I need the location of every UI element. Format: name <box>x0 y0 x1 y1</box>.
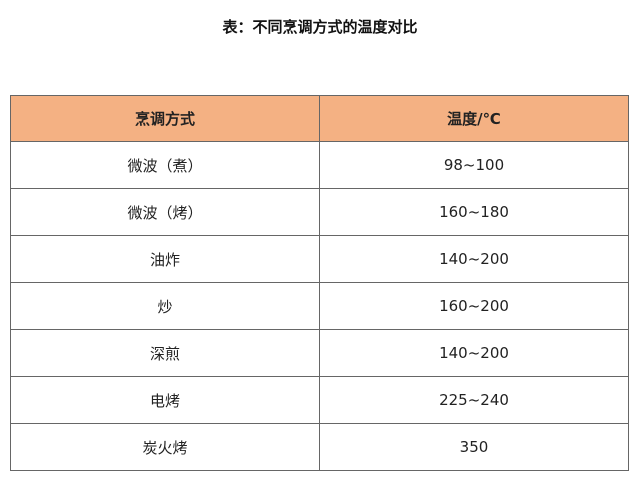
temperature-cell: 225~240 <box>319 376 629 424</box>
method-cell: 电烤 <box>10 376 320 424</box>
method-cell: 微波（煮） <box>10 141 320 189</box>
table-row: 微波（烤） 160~180 <box>10 188 629 236</box>
table-title: 表：不同烹调方式的温度对比 <box>222 18 418 36</box>
table-row: 炭火烤 350 <box>10 423 629 471</box>
table-row: 电烤 225~240 <box>10 376 629 424</box>
table-row: 微波（煮） 98~100 <box>10 141 629 189</box>
temperature-table: 烹调方式 温度/℃ 微波（煮） 98~100 微波（烤） 160~180 油炸 140… <box>10 95 629 471</box>
method-cell: 炒 <box>10 282 320 330</box>
table-row: 深煎 140~200 <box>10 329 629 377</box>
method-cell: 炭火烤 <box>10 423 320 471</box>
method-cell: 油炸 <box>10 235 320 283</box>
temperature-cell: 350 <box>319 423 629 471</box>
method-cell: 深煎 <box>10 329 320 377</box>
method-cell: 微波（烤） <box>10 188 320 236</box>
table-row: 油炸 140~200 <box>10 235 629 283</box>
header-row: 烹调方式 温度/℃ <box>10 95 629 142</box>
temperature-cell: 160~180 <box>319 188 629 236</box>
temperature-cell: 160~200 <box>319 282 629 330</box>
column-header-temperature: 温度/℃ <box>319 95 629 142</box>
temperature-cell: 98~100 <box>319 141 629 189</box>
temperature-cell: 140~200 <box>319 329 629 377</box>
temperature-cell: 140~200 <box>319 235 629 283</box>
table-row: 炒 160~200 <box>10 282 629 330</box>
column-header-method: 烹调方式 <box>10 95 320 142</box>
